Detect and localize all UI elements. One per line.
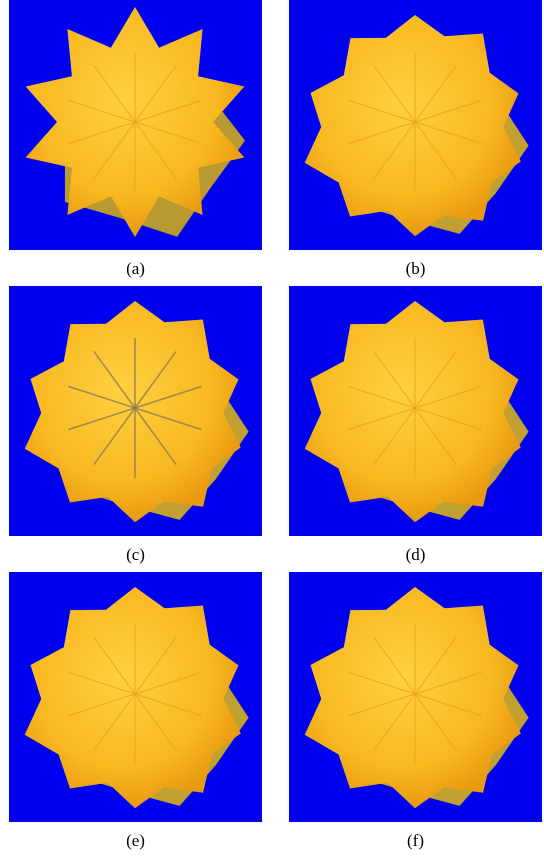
panel-label: (d): [406, 545, 426, 564]
panel-label: (f): [407, 831, 424, 850]
panel: (d): [289, 286, 542, 564]
panel: (f): [289, 572, 542, 850]
panel: (e): [9, 572, 262, 850]
panel-label: (b): [406, 259, 426, 278]
panel: (c): [9, 286, 262, 564]
panel: (b): [289, 0, 542, 278]
panel-label: (a): [126, 259, 145, 278]
panel-label: (e): [126, 831, 145, 850]
panel-label: (c): [126, 545, 145, 564]
panel: (a): [9, 0, 262, 278]
figure: (a) (b) (c) (d) (e) (f): [0, 0, 544, 856]
